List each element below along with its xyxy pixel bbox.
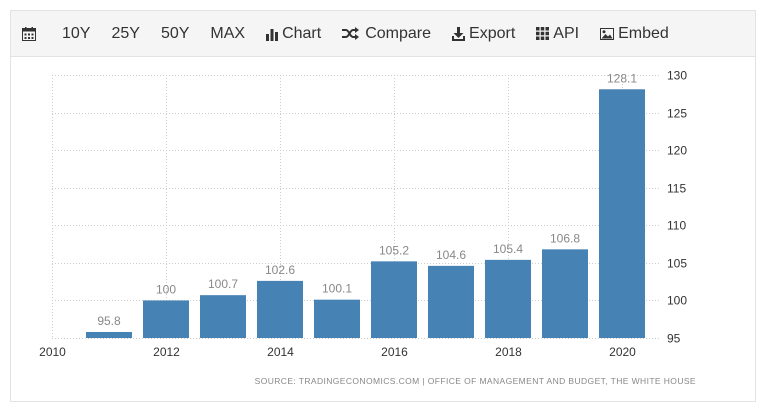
- x-tick-label: 2018: [495, 345, 522, 359]
- y-tick-label: 100: [667, 294, 687, 308]
- shuffle-icon: [342, 27, 360, 40]
- bar: [485, 259, 531, 338]
- range-50y-button[interactable]: 50Y: [160, 24, 190, 42]
- x-tick-label: 2020: [609, 345, 636, 359]
- api-button[interactable]: API: [536, 11, 579, 57]
- range-max-button[interactable]: MAX: [210, 24, 246, 42]
- x-tick-label: 2016: [381, 345, 408, 359]
- compare-button[interactable]: Compare: [342, 11, 431, 57]
- image-icon: [600, 27, 615, 40]
- bar: [314, 299, 360, 338]
- y-tick-label: 120: [667, 144, 687, 158]
- y-tick-label: 95: [667, 332, 681, 346]
- range-25y-button[interactable]: 25Y: [111, 24, 140, 42]
- x-tick-label: 2014: [267, 345, 294, 359]
- embed-button[interactable]: Embed: [600, 11, 669, 57]
- chart-toolbar: 10Y 25Y 50Y MAX Chart: [11, 11, 755, 57]
- bars-layer: [86, 89, 645, 338]
- embed-label: Embed: [618, 24, 669, 42]
- bar-value-label: 100.1: [322, 282, 352, 296]
- bar: [599, 89, 645, 338]
- bar-chart-icon: [266, 27, 279, 41]
- chart-label: Chart: [282, 24, 322, 42]
- y-axis: 95 100 105 110 115 120 125 130: [667, 69, 687, 346]
- download-icon: [452, 26, 466, 41]
- y-tick-label: 110: [667, 219, 686, 233]
- range-10y-button[interactable]: 10Y: [62, 24, 91, 42]
- compare-label: Compare: [365, 24, 432, 42]
- x-axis: 2010 2012 2014 2016 2018 2020: [39, 345, 636, 359]
- bar-value-label: 95.8: [97, 314, 121, 328]
- bar-value-label: 128.1: [607, 71, 637, 85]
- bar: [371, 261, 417, 338]
- bar-value-label: 104.6: [436, 248, 466, 262]
- bar-value-label: 102.6: [265, 263, 295, 277]
- y-tick-label: 125: [667, 107, 687, 121]
- bar: [257, 280, 303, 338]
- bar: [428, 265, 474, 338]
- calendar-icon: [22, 26, 36, 41]
- bar-value-label: 100.7: [208, 277, 238, 291]
- value-labels-layer: 95.8 100 100.7 102.6 100.1 105.2 104.6 105.4 106…: [97, 71, 637, 328]
- source-text: SOURCE: TRADINGECONOMICS.COM | OFFICE OF…: [255, 376, 696, 386]
- bar: [86, 331, 132, 338]
- bar-value-label: 106.8: [550, 231, 580, 245]
- grid-icon: [536, 27, 550, 40]
- bar: [542, 249, 588, 338]
- export-label: Export: [469, 24, 516, 42]
- y-tick-label: 130: [667, 69, 687, 83]
- x-tick-label: 2010: [39, 345, 66, 359]
- bar-value-label: 105.4: [493, 242, 523, 256]
- chart-type-button[interactable]: Chart: [266, 11, 321, 57]
- y-tick-label: 105: [667, 257, 687, 271]
- bar-value-label: 105.2: [379, 243, 409, 257]
- bar: [143, 300, 189, 338]
- export-button[interactable]: Export: [452, 11, 515, 57]
- x-tick-label: 2012: [153, 345, 180, 359]
- bar: [200, 295, 246, 338]
- y-tick-label: 115: [667, 182, 686, 196]
- bar-value-label: 100: [156, 282, 176, 296]
- api-label: API: [553, 24, 580, 42]
- calendar-button[interactable]: [22, 11, 40, 57]
